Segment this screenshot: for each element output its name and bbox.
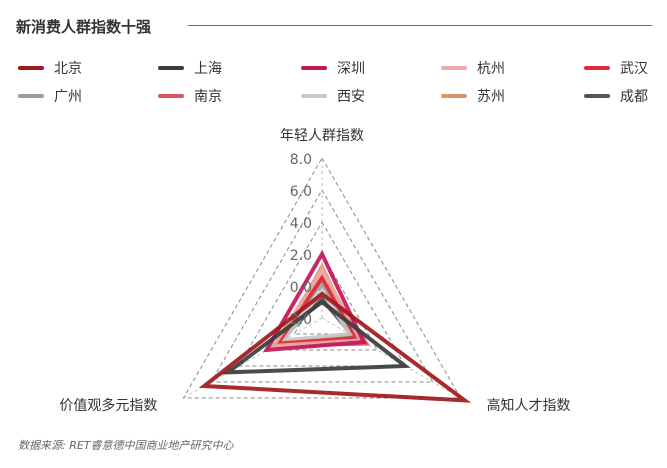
legend-item: 北京 xyxy=(18,58,82,78)
axis-label: 年轻人群指数 xyxy=(280,128,364,144)
axis-label: 价值观多元指数 xyxy=(59,397,157,414)
legend-label: 深圳 xyxy=(337,61,365,77)
legend-swatch xyxy=(18,66,44,70)
title-row: 新消费人群指数十强 xyxy=(16,14,652,38)
series-line xyxy=(269,266,365,349)
tick-label: 2.0 xyxy=(290,248,312,264)
grid-ring xyxy=(182,156,462,399)
legend-swatch xyxy=(158,94,184,98)
legend-swatch xyxy=(301,66,327,70)
legend: 北京 上海 深圳 杭州 武汉广州 南京 西安 苏州 成都 xyxy=(18,58,658,108)
legend-swatch xyxy=(18,94,44,98)
source-note: 数据来源: RET睿意德中国商业地产研究中心 xyxy=(18,439,234,452)
series-line xyxy=(262,249,367,353)
legend-item: 武汉 xyxy=(584,58,648,78)
grid-ring xyxy=(237,220,407,367)
legend-swatch xyxy=(301,94,327,98)
legend-label: 西安 xyxy=(337,89,365,105)
legend-label: 苏州 xyxy=(477,89,505,105)
legend-item: 深圳 xyxy=(301,58,365,78)
tick-label: 6.0 xyxy=(290,184,312,200)
tick-label: -2.0 xyxy=(285,312,312,328)
legend-item: 广州 xyxy=(18,86,82,106)
series-line xyxy=(221,299,411,375)
legend-label: 上海 xyxy=(194,61,222,77)
legend-label: 成都 xyxy=(620,89,648,105)
legend-item: 杭州 xyxy=(441,58,505,78)
legend-swatch xyxy=(584,66,610,70)
tick-label: 4.0 xyxy=(290,216,312,232)
legend-swatch xyxy=(441,94,467,98)
legend-item: 西安 xyxy=(301,86,365,106)
page-title: 新消费人群指数十强 xyxy=(16,18,152,36)
legend-swatch xyxy=(584,94,610,98)
legend-item: 成都 xyxy=(584,86,648,106)
title-divider xyxy=(188,25,652,26)
legend-label: 南京 xyxy=(194,89,222,105)
legend-label: 杭州 xyxy=(477,61,505,77)
legend-item: 苏州 xyxy=(441,86,505,106)
tick-label: 0.0 xyxy=(290,280,312,296)
legend-label: 广州 xyxy=(54,89,82,105)
grid-spoke xyxy=(321,317,461,399)
legend-label: 北京 xyxy=(54,61,82,77)
tick-label: 8.0 xyxy=(290,152,312,168)
series-line xyxy=(198,291,472,403)
legend-label: 武汉 xyxy=(620,61,648,77)
legend-item: 南京 xyxy=(158,86,222,106)
grid-ring xyxy=(210,189,434,383)
legend-swatch xyxy=(158,66,184,70)
axis-label: 高知人才指数 xyxy=(487,397,571,414)
legend-swatch xyxy=(441,66,467,70)
legend-item: 上海 xyxy=(158,58,222,78)
